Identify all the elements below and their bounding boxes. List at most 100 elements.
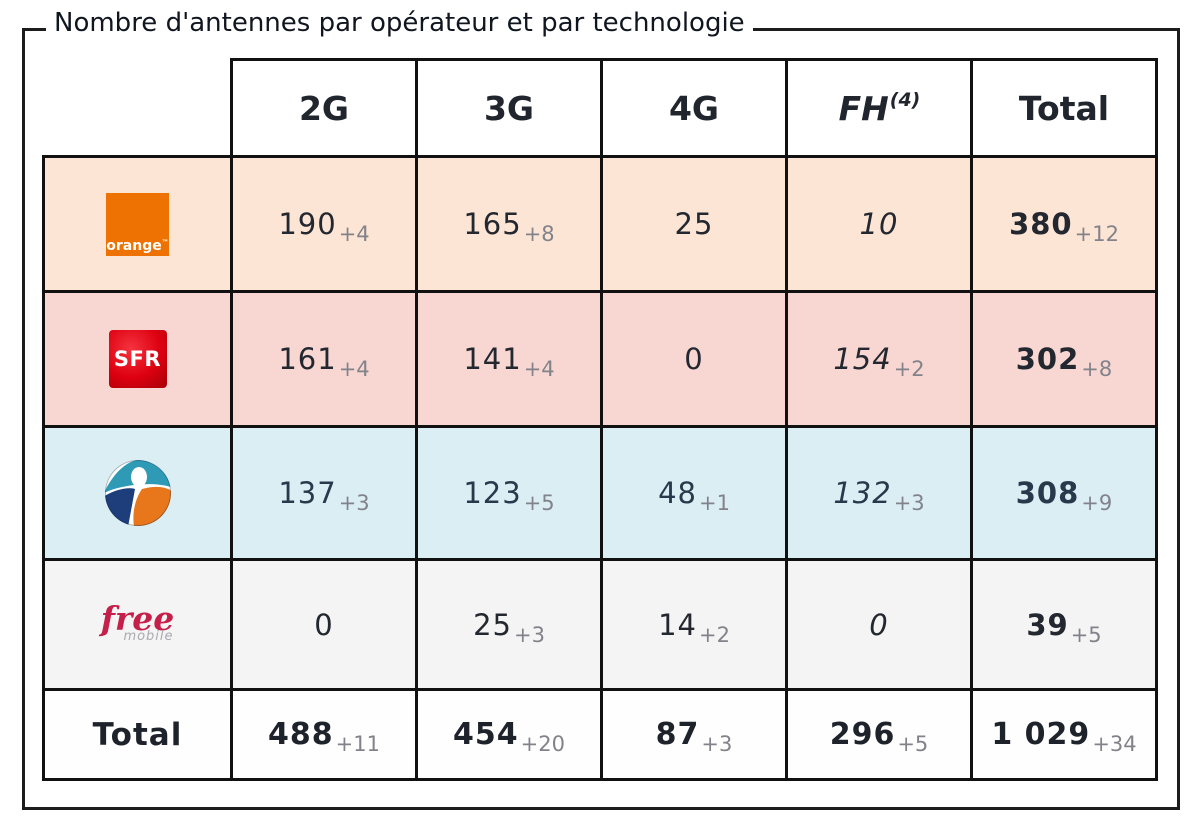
value: 0 bbox=[314, 607, 334, 642]
free-logo-sublabel: mobile bbox=[123, 629, 174, 645]
value: 141 bbox=[463, 342, 522, 376]
cell-sfr-4g: 0 bbox=[600, 290, 788, 428]
value: 14 bbox=[658, 607, 697, 642]
value: 132 bbox=[833, 476, 892, 510]
value: 39 bbox=[1026, 607, 1069, 642]
delta: +4 bbox=[338, 222, 370, 246]
delta: +12 bbox=[1074, 222, 1119, 246]
cell-free-fh: 0 bbox=[785, 558, 973, 691]
delta: +2 bbox=[893, 357, 925, 381]
row-free: free mobile 0 25+3 14+2 0 39+5 bbox=[42, 558, 1158, 691]
header-row: 2G 3G 4G FH(4) Total bbox=[43, 58, 1158, 158]
cell-total-fh: 296+5 bbox=[785, 688, 973, 781]
value: 165 bbox=[463, 207, 522, 241]
delta: +5 bbox=[897, 732, 929, 756]
header-empty-cell bbox=[43, 59, 232, 157]
value: 25 bbox=[674, 207, 714, 241]
value: 190 bbox=[278, 207, 337, 241]
value: 10 bbox=[859, 207, 899, 241]
cell-free-total: 39+5 bbox=[970, 558, 1158, 691]
bouygues-telecom-logo bbox=[104, 460, 171, 526]
page-title: Nombre d'antennes par opérateur et par t… bbox=[46, 8, 753, 38]
row-sfr: SFR 161+4 141+4 0 154+2 302+8 bbox=[42, 290, 1158, 428]
cell-sfr-2g: 161+4 bbox=[230, 290, 418, 428]
value: 302 bbox=[1015, 342, 1080, 376]
cell-free-4g: 14+2 bbox=[600, 558, 788, 691]
total-row-header: Total bbox=[42, 688, 233, 781]
value: 154 bbox=[833, 342, 892, 376]
cell-sfr-3g: 141+4 bbox=[415, 290, 603, 428]
orange-logo-label: orange bbox=[106, 237, 162, 254]
column-header-4g: 4G bbox=[600, 58, 788, 158]
delta: +4 bbox=[338, 357, 370, 381]
delta: +2 bbox=[698, 622, 730, 647]
cell-orange-fh: 10 bbox=[785, 155, 973, 293]
value: 296 bbox=[829, 717, 896, 752]
delta: +11 bbox=[335, 732, 380, 756]
total-row-label: Total bbox=[92, 716, 183, 753]
value: 0 bbox=[684, 342, 704, 376]
delta: +9 bbox=[1081, 491, 1113, 515]
operator-cell-sfr: SFR bbox=[42, 290, 233, 428]
column-header-total: Total bbox=[970, 58, 1158, 158]
value: 308 bbox=[1015, 476, 1080, 510]
delta: +3 bbox=[338, 491, 370, 515]
value: 25 bbox=[473, 607, 512, 642]
cell-total-2g: 488+11 bbox=[230, 688, 418, 781]
delta: +8 bbox=[523, 222, 555, 246]
fh-label: FH bbox=[838, 88, 889, 128]
fh-footnote-marker: (4) bbox=[889, 88, 921, 111]
operator-cell-free: free mobile bbox=[42, 558, 233, 691]
cell-free-3g: 25+3 bbox=[415, 558, 603, 691]
column-header-3g: 3G bbox=[415, 58, 603, 158]
delta: +4 bbox=[523, 357, 555, 381]
delta: +5 bbox=[1070, 622, 1102, 647]
value: 48 bbox=[658, 476, 697, 510]
orange-logo: orange™ bbox=[106, 192, 169, 256]
cell-orange-3g: 165+8 bbox=[415, 155, 603, 293]
free-logo-label: free bbox=[100, 598, 175, 638]
value: 1 029 bbox=[991, 717, 1091, 752]
row-bouygues: 137+3 123+5 48+1 132+3 308+9 bbox=[42, 425, 1158, 561]
cell-orange-2g: 190+4 bbox=[230, 155, 418, 293]
value: 137 bbox=[278, 476, 337, 510]
sfr-logo: SFR bbox=[108, 330, 167, 388]
free-mobile-logo: free mobile bbox=[100, 598, 175, 645]
cell-bouygues-4g: 48+1 bbox=[600, 425, 788, 561]
delta: +20 bbox=[520, 732, 565, 756]
cell-sfr-fh: 154+2 bbox=[785, 290, 973, 428]
cell-bouygues-total: 308+9 bbox=[970, 425, 1158, 561]
cell-total-3g: 454+20 bbox=[415, 688, 603, 781]
cell-bouygues-3g: 123+5 bbox=[415, 425, 603, 561]
delta: +34 bbox=[1092, 732, 1137, 756]
orange-trademark-icon: ™ bbox=[161, 237, 169, 246]
value: 161 bbox=[278, 342, 337, 376]
delta: +3 bbox=[513, 622, 545, 647]
row-orange: orange™ 190+4 165+8 25 10 380+12 bbox=[42, 155, 1158, 293]
cell-total-4g: 87+3 bbox=[600, 688, 788, 781]
value: 380 bbox=[1009, 207, 1073, 241]
value: 488 bbox=[268, 717, 334, 752]
operator-cell-orange: orange™ bbox=[42, 155, 233, 293]
antenna-table: 2G 3G 4G FH(4) Total orange™ 190+4 165+8… bbox=[42, 58, 1158, 781]
delta: +1 bbox=[698, 491, 730, 515]
value: 87 bbox=[655, 717, 700, 752]
operator-cell-bouygues bbox=[42, 425, 233, 561]
column-header-2g: 2G bbox=[230, 58, 418, 158]
cell-bouygues-2g: 137+3 bbox=[230, 425, 418, 561]
cell-orange-4g: 25 bbox=[600, 155, 788, 293]
sfr-logo-label: SFR bbox=[113, 347, 162, 371]
cell-bouygues-fh: 132+3 bbox=[785, 425, 973, 561]
cell-total-all: 1 029+34 bbox=[970, 688, 1158, 781]
delta: +3 bbox=[701, 732, 733, 756]
value: 123 bbox=[463, 476, 522, 510]
value: 454 bbox=[453, 717, 519, 752]
cell-free-2g: 0 bbox=[230, 558, 418, 691]
row-total: Total 488+11 454+20 87+3 296+5 1 029+34 bbox=[42, 688, 1158, 781]
column-header-fh: FH(4) bbox=[785, 58, 973, 158]
delta: +3 bbox=[893, 491, 925, 515]
delta: +8 bbox=[1081, 357, 1113, 381]
cell-sfr-total: 302+8 bbox=[970, 290, 1158, 428]
cell-orange-total: 380+12 bbox=[970, 155, 1158, 293]
